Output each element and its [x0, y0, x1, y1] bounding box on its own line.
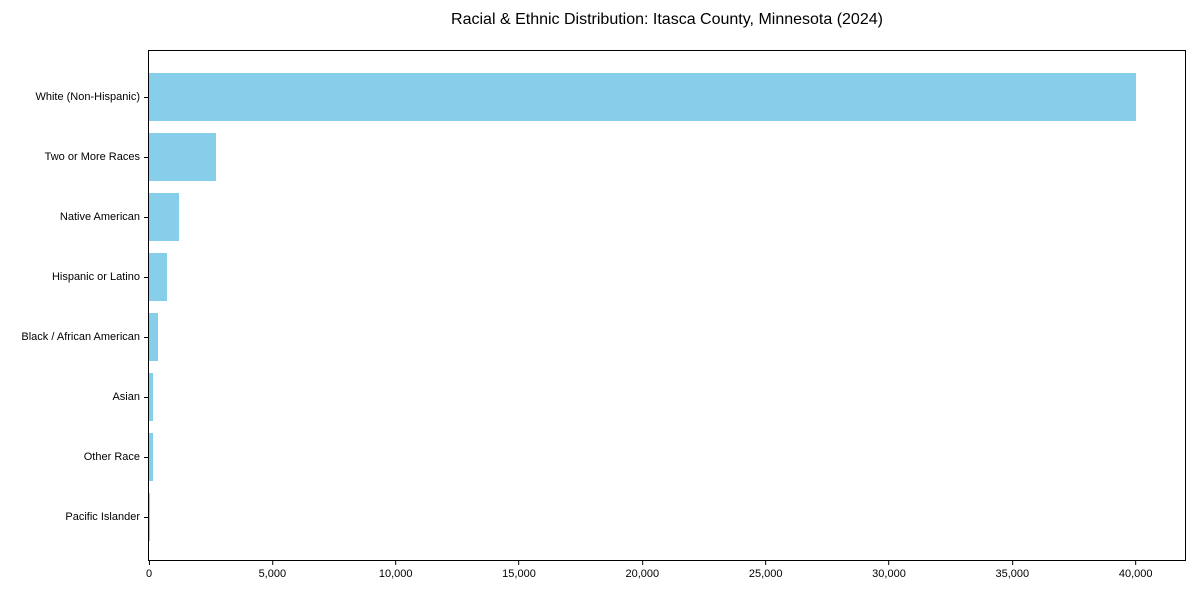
- y-tick-mark: [144, 157, 148, 158]
- bar: [149, 373, 154, 421]
- x-tick-label: 0: [145, 568, 153, 580]
- x-tick-label: 15,000: [502, 568, 536, 580]
- y-tick-mark: [144, 397, 148, 398]
- x-tick: 10,000: [378, 561, 413, 580]
- bar-row: Asian: [112, 367, 1185, 427]
- x-tick-label: 30,000: [872, 568, 906, 580]
- x-tick-mark: [395, 561, 397, 565]
- bar: [149, 433, 153, 481]
- x-tick-label: 5,000: [258, 568, 287, 580]
- category-label: Hispanic or Latino: [51, 271, 140, 283]
- bar-row: Pacific Islander: [65, 487, 1185, 547]
- x-tick: 5,000: [258, 561, 287, 580]
- x-tick: 20,000: [625, 561, 660, 580]
- x-tick-label: 10,000: [378, 568, 413, 580]
- bar: [149, 73, 1136, 121]
- bar-row: Native American: [60, 187, 1185, 247]
- category-label: Native American: [59, 211, 140, 223]
- bar-row: Black / African American: [21, 307, 1185, 367]
- x-tick-mark: [1135, 561, 1137, 565]
- x-tick-label: 25,000: [748, 568, 783, 580]
- bars-container: White (Non-Hispanic) Two or More Races Nat…: [21, 51, 1185, 560]
- x-tick-mark: [148, 561, 150, 565]
- bar-row: Other Race: [84, 427, 1185, 487]
- category-label: Other Race: [83, 451, 140, 463]
- x-tick-mark: [1011, 561, 1013, 565]
- y-tick-mark: [144, 97, 148, 98]
- y-tick-mark: [144, 337, 148, 338]
- category-label: Two or More Races: [44, 151, 140, 163]
- bar-row: White (Non-Hispanic): [35, 67, 1185, 127]
- x-tick-mark: [271, 561, 273, 565]
- bar-row: Two or More Races: [45, 127, 1185, 187]
- category-label: Asian: [112, 391, 140, 403]
- bar: [149, 253, 167, 301]
- x-tick: 40,000: [1118, 561, 1153, 580]
- bar: [149, 313, 159, 361]
- x-tick: 30,000: [872, 561, 906, 580]
- x-tick-mark: [641, 561, 643, 565]
- bar-row: Hispanic or Latino: [52, 247, 1185, 307]
- x-tick-mark: [765, 561, 767, 565]
- y-tick-mark: [144, 277, 148, 278]
- y-tick-mark: [144, 517, 148, 518]
- x-tick: 25,000: [748, 561, 783, 580]
- x-tick: 35,000: [995, 561, 1030, 580]
- y-tick-mark: [144, 457, 148, 458]
- x-tick-label: 40,000: [1118, 568, 1153, 580]
- x-axis: 0 5,000 10,000 15,000 20,000 25,000 30,000 35,0…: [146, 561, 1185, 591]
- x-tick-label: 20,000: [625, 568, 660, 580]
- category-label: White (Non-Hispanic): [35, 91, 140, 103]
- plot-area: White (Non-Hispanic) Two or More Races Nat…: [21, 50, 1186, 561]
- y-tick-mark: [144, 217, 148, 218]
- x-tick-mark: [888, 561, 890, 565]
- bar: [149, 193, 179, 241]
- x-tick-mark: [518, 561, 520, 565]
- category-label: Pacific Islander: [65, 511, 140, 523]
- x-tick: 15,000: [502, 561, 536, 580]
- chart-title: Racial & Ethnic Distribution: Itasca Cou…: [451, 11, 883, 28]
- x-tick-label: 35,000: [995, 568, 1030, 580]
- category-label: Black / African American: [21, 331, 140, 343]
- bar: [149, 133, 216, 181]
- x-tick: 0: [146, 561, 152, 580]
